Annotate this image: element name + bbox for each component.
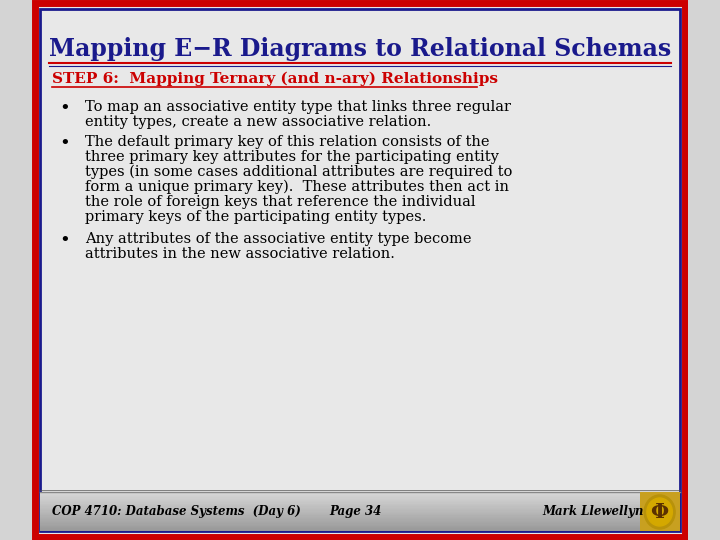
Circle shape <box>647 498 672 526</box>
Text: The default primary key of this relation consists of the: The default primary key of this relation… <box>85 135 490 149</box>
FancyBboxPatch shape <box>40 517 680 518</box>
FancyBboxPatch shape <box>40 501 680 502</box>
FancyBboxPatch shape <box>40 494 680 495</box>
Text: •: • <box>60 100 70 118</box>
Text: Mapping E−R Diagrams to Relational Schemas: Mapping E−R Diagrams to Relational Schem… <box>49 37 671 61</box>
FancyBboxPatch shape <box>40 508 680 509</box>
FancyBboxPatch shape <box>40 522 680 523</box>
FancyBboxPatch shape <box>40 526 680 527</box>
FancyBboxPatch shape <box>40 507 680 508</box>
FancyBboxPatch shape <box>40 497 680 498</box>
Text: form a unique primary key).  These attributes then act in: form a unique primary key). These attrib… <box>85 180 509 194</box>
FancyBboxPatch shape <box>40 518 680 519</box>
FancyBboxPatch shape <box>639 492 680 531</box>
Text: entity types, create a new associative relation.: entity types, create a new associative r… <box>85 115 431 129</box>
Text: Any attributes of the associative entity type become: Any attributes of the associative entity… <box>85 232 472 246</box>
FancyBboxPatch shape <box>40 521 680 522</box>
FancyBboxPatch shape <box>40 504 680 505</box>
Text: attributes in the new associative relation.: attributes in the new associative relati… <box>85 247 395 261</box>
FancyBboxPatch shape <box>40 9 680 531</box>
Text: primary keys of the participating entity types.: primary keys of the participating entity… <box>85 210 426 224</box>
FancyBboxPatch shape <box>40 492 680 494</box>
Text: STEP 6:  Mapping Ternary (and n-ary) Relationships: STEP 6: Mapping Ternary (and n-ary) Rela… <box>52 72 498 86</box>
FancyBboxPatch shape <box>40 511 680 513</box>
FancyBboxPatch shape <box>40 530 680 531</box>
FancyBboxPatch shape <box>35 3 685 537</box>
FancyBboxPatch shape <box>40 529 680 530</box>
FancyBboxPatch shape <box>40 509 680 510</box>
FancyBboxPatch shape <box>40 495 680 496</box>
FancyBboxPatch shape <box>40 500 680 501</box>
FancyBboxPatch shape <box>40 527 680 529</box>
FancyBboxPatch shape <box>40 510 680 511</box>
Circle shape <box>644 495 675 529</box>
FancyBboxPatch shape <box>40 515 680 517</box>
Text: types (in some cases additional attributes are required to: types (in some cases additional attribut… <box>85 165 513 179</box>
FancyBboxPatch shape <box>40 496 680 497</box>
FancyBboxPatch shape <box>40 514 680 515</box>
Text: three primary key attributes for the participating entity: three primary key attributes for the par… <box>85 150 499 164</box>
Text: Page 34: Page 34 <box>329 504 382 517</box>
FancyBboxPatch shape <box>40 513 680 514</box>
Text: the role of foreign keys that reference the individual: the role of foreign keys that reference … <box>85 195 475 209</box>
Text: •: • <box>60 135 70 153</box>
FancyBboxPatch shape <box>40 505 680 507</box>
Text: To map an associative entity type that links three regular: To map an associative entity type that l… <box>85 100 511 114</box>
FancyBboxPatch shape <box>40 502 680 504</box>
FancyBboxPatch shape <box>40 498 680 500</box>
Text: Mark Llewellyn: Mark Llewellyn <box>542 504 644 517</box>
FancyBboxPatch shape <box>40 524 680 526</box>
FancyBboxPatch shape <box>40 523 680 524</box>
Text: •: • <box>60 232 70 250</box>
Text: Φ: Φ <box>651 502 669 522</box>
FancyBboxPatch shape <box>40 519 680 521</box>
Text: COP 4710: Database Systems  (Day 6): COP 4710: Database Systems (Day 6) <box>52 504 301 517</box>
